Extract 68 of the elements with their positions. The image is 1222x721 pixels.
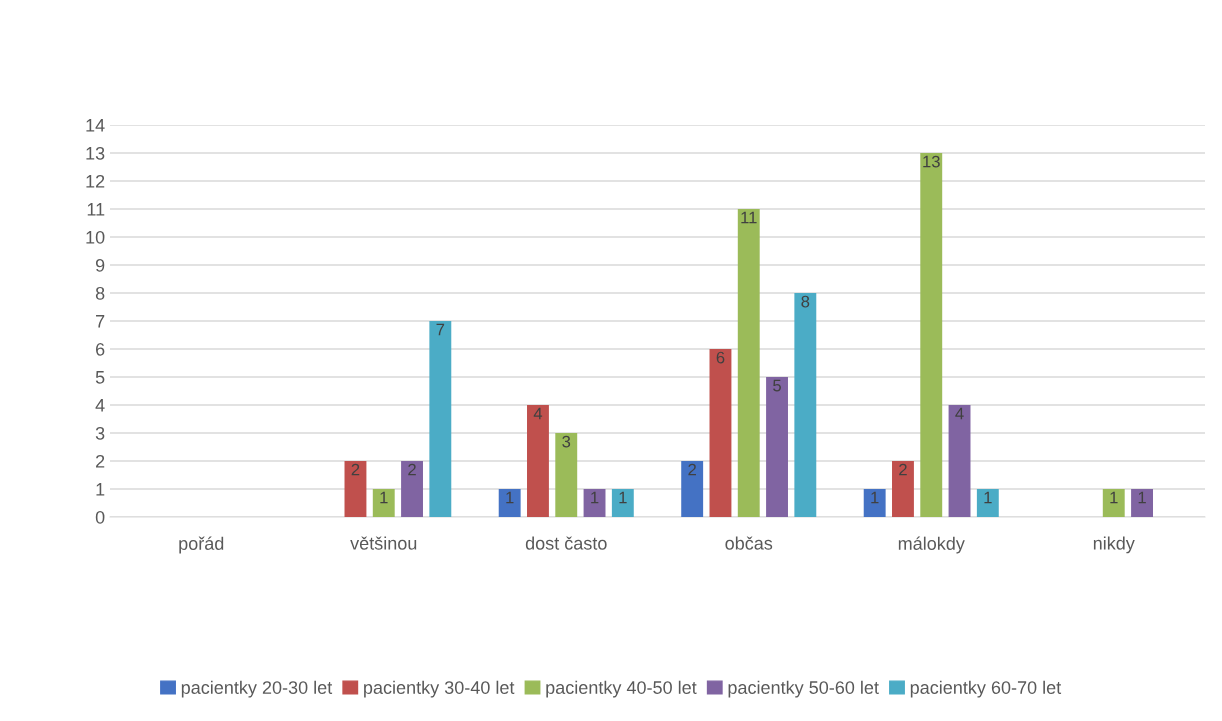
bar (498, 489, 521, 517)
data-label: 11 (741, 211, 757, 224)
bar (737, 209, 760, 517)
data-label: 1 (1110, 491, 1118, 504)
bar (766, 377, 788, 517)
x-tick-label: pořád (179, 536, 224, 554)
y-tick-label: 3 (95, 426, 105, 440)
bar (527, 405, 549, 517)
data-label: 1 (1138, 491, 1146, 504)
y-tick-label: 4 (95, 399, 105, 412)
x-tick-label: málokdy (898, 536, 965, 554)
bar (681, 461, 704, 517)
data-label: 8 (801, 295, 810, 308)
data-label: 3 (562, 435, 571, 448)
data-label: 1 (871, 491, 879, 504)
y-tick-label: 0 (95, 510, 105, 524)
bar (709, 349, 732, 517)
data-label: 1 (619, 491, 627, 504)
bar (555, 433, 578, 517)
y-tick-label: 10 (86, 230, 105, 244)
legend-label: pacientky 50-60 let (728, 680, 879, 698)
y-tick-label: 14 (86, 119, 105, 132)
bar (920, 153, 943, 517)
data-label: 2 (688, 463, 696, 476)
legend-label: pacientky 40-50 let (546, 680, 697, 698)
data-label: 2 (408, 463, 416, 476)
y-tick-label: 13 (86, 146, 105, 160)
y-tick-label: 9 (95, 258, 105, 272)
x-tick-label: nikdy (1093, 536, 1135, 554)
y-tick-label: 5 (95, 371, 105, 384)
bar (1102, 489, 1125, 517)
data-label: 13 (923, 155, 940, 168)
y-tick-label: 7 (96, 315, 105, 328)
bar (863, 489, 886, 517)
x-tick-label: dost často (525, 536, 607, 550)
legend-label: pacientky 60-70 let (910, 680, 1062, 698)
data-label: 1 (591, 491, 599, 504)
x-tick-label: většinou (350, 536, 417, 550)
x-tick-label: občas (725, 536, 773, 550)
y-tick-label: 1 (96, 483, 105, 496)
data-label: 1 (984, 491, 992, 504)
legend-label: pacientky 30-40 let (364, 680, 515, 698)
bar (1131, 489, 1153, 517)
data-label: 4 (955, 407, 964, 420)
data-label: 1 (380, 491, 388, 504)
bar (794, 293, 817, 517)
data-label: 4 (533, 407, 543, 420)
data-label: 6 (716, 351, 725, 364)
data-label: 5 (773, 379, 781, 392)
legend-label: pacientky 20-30 let (181, 680, 333, 698)
y-tick-label: 8 (95, 286, 105, 300)
data-label: 7 (436, 323, 445, 336)
data-label: 2 (351, 463, 360, 476)
bar (344, 461, 367, 517)
bar (372, 489, 395, 517)
y-tick-label: 6 (96, 342, 105, 356)
y-tick-label: 2 (96, 454, 105, 468)
y-tick-label: 12 (86, 174, 105, 188)
bar (948, 405, 971, 517)
bar (401, 461, 423, 517)
bar (976, 489, 999, 517)
bar (583, 489, 606, 517)
y-tick-label: 11 (87, 203, 105, 216)
data-label: 1 (506, 491, 514, 504)
bar (892, 461, 914, 517)
bar (611, 489, 634, 517)
bar (429, 321, 452, 517)
data-label: 2 (899, 463, 907, 476)
